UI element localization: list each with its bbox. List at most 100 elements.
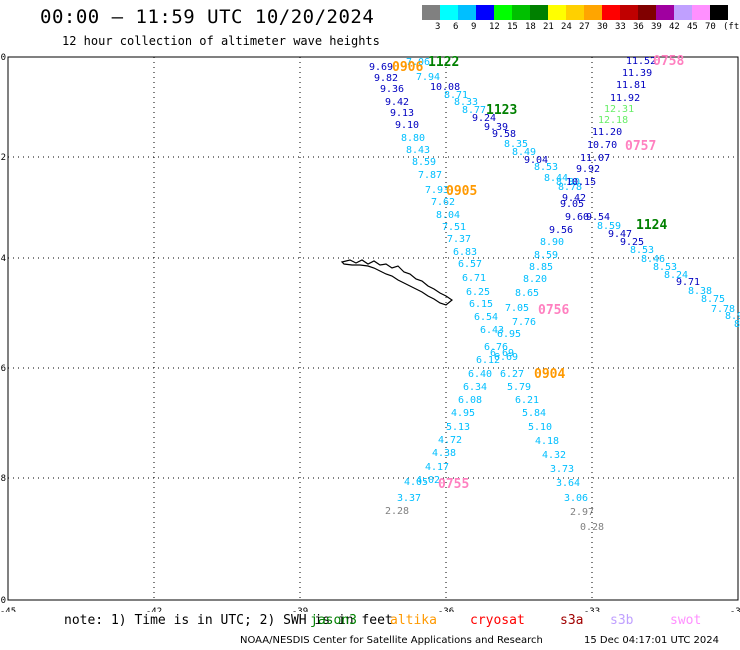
wave-height-label: 8.78: [558, 182, 582, 193]
scale-swatch: [584, 5, 602, 20]
scale-swatch: [692, 5, 710, 20]
wave-height-label: 8.65: [515, 288, 539, 299]
footer-credit: NOAA/NESDIS Center for Satellite Applica…: [240, 635, 543, 646]
scale-swatch: [710, 5, 728, 20]
wave-height-label: 9.47: [608, 229, 632, 240]
wave-height-label: 2.28: [385, 506, 409, 517]
wave-height-label: 5.84: [522, 408, 546, 419]
scale-tick-label: 9: [471, 22, 477, 32]
wave-height-label: 8.9: [725, 311, 740, 322]
lon-label: -45: [0, 607, 16, 612]
wave-height-label: 8.59: [597, 221, 621, 232]
pass-time-label: 1123: [486, 103, 517, 118]
wave-height-label: 8.44: [544, 173, 568, 184]
wave-height-label: 9.60: [565, 212, 589, 223]
wave-height-label: 6.76: [484, 342, 508, 353]
wave-height-label: 8.43: [406, 145, 430, 156]
wave-height-label: 8.53: [534, 162, 558, 173]
wave-height-label: 8: [734, 319, 740, 330]
wave-height-label: 4.18: [535, 436, 559, 447]
wave-height-label: 6.21: [515, 395, 539, 406]
wave-height-label: 10.70: [587, 140, 617, 151]
wave-height-label: 8.24: [664, 270, 688, 281]
wave-height-label: 9.42: [562, 193, 586, 204]
map-frame: [7, 56, 739, 601]
map-area: -45 -42 -39 -36 -33 -30 -50 -52 -54 -56 -58 -60 7.06…: [0, 53, 740, 612]
wave-height-label: 8.33: [454, 97, 478, 108]
wave-height-label: 9.71: [676, 277, 700, 288]
scale-tick-label: 15: [507, 22, 518, 32]
wave-height-label: 7.37: [447, 234, 471, 245]
wave-height-label: 4.38: [432, 448, 456, 459]
page-title: 00:00 – 11:59 UTC 10/20/2024: [40, 6, 375, 28]
scale-swatch: [530, 5, 548, 20]
wave-height-label: 6.69: [494, 352, 518, 363]
wave-height-label: 6.25: [466, 287, 490, 298]
scale-swatch: [674, 5, 692, 20]
mission-s3a: s3a: [560, 613, 584, 628]
scale-swatch: [422, 5, 440, 20]
lat-label: -56: [0, 364, 6, 374]
wave-height-label: 9.36: [380, 84, 404, 95]
lat-label: -58: [0, 474, 6, 484]
wave-height-label: 12.18: [598, 115, 628, 126]
scale-tick-label: 3: [435, 22, 441, 32]
wave-height-label: 9.58: [492, 129, 516, 140]
wave-height-label: 6.54: [474, 312, 498, 323]
scale-tick-label: (ft): [723, 22, 740, 32]
wave-height-label: 4.32: [542, 450, 566, 461]
wave-height-label: 5.79: [507, 382, 531, 393]
wave-height-label: 10.15: [566, 177, 596, 188]
scale-swatch: [458, 5, 476, 20]
scale-tick-label: 45: [687, 22, 698, 32]
wave-height-label: 6.95: [497, 329, 521, 340]
wave-height-label: 6.57: [458, 259, 482, 270]
wave-height-label: 6.43: [480, 325, 504, 336]
wave-height-label: 9.24: [472, 113, 496, 124]
wave-height-label: 8.90: [540, 237, 564, 248]
wave-height-label: 8.35: [504, 139, 528, 150]
wave-height-label: 6.71: [462, 273, 486, 284]
wave-height-label: 7.78: [711, 304, 735, 315]
wave-height-label: 11.81: [616, 80, 646, 91]
scale-swatch: [620, 5, 638, 20]
wave-height-label: 3.64: [556, 478, 580, 489]
wave-height-label: 8.53: [630, 245, 654, 256]
wave-height-labels: 7.069.699.82 7.949.36 10.088.719.42 8.338.7…: [369, 56, 740, 533]
wave-height-label: 8.80: [401, 133, 425, 144]
wave-height-label: 12.31: [604, 104, 634, 115]
scale-swatch: [476, 5, 494, 20]
scale-tick-label: 12: [489, 22, 500, 32]
scale-tick-label: 36: [633, 22, 644, 32]
wave-height-label: 6.15: [469, 299, 493, 310]
wave-height-label: 8.77: [462, 105, 486, 116]
wave-height-label: 7.93: [425, 185, 449, 196]
wave-height-label: 6.27: [500, 369, 524, 380]
wave-height-label: 4.95: [451, 408, 475, 419]
wave-height-label: 10.08: [430, 82, 460, 93]
wave-height-label: 4.72: [438, 435, 462, 446]
wave-height-label: 8.75: [701, 294, 725, 305]
wave-height-label: 7.05: [505, 303, 529, 314]
scale-swatch: [548, 5, 566, 20]
wave-height-label: 9.10: [395, 120, 419, 131]
lat-label: -52: [0, 153, 6, 163]
wave-height-label: 9.13: [390, 108, 414, 119]
scale-tick-label: 24: [561, 22, 572, 32]
wave-height-label: 6.40: [468, 369, 492, 380]
wave-height-label: 2.97: [570, 507, 594, 518]
lon-label: -39: [292, 607, 308, 612]
scale-tick-label: 21: [543, 22, 554, 32]
wave-height-label: 7.87: [418, 170, 442, 181]
wave-height-label: 7.06: [406, 57, 430, 68]
wave-height-label: 4.17: [425, 462, 449, 473]
footer-timestamp: 15 Dec 04:17:01 UTC 2024: [584, 635, 719, 646]
scale-tick-label: 27: [579, 22, 590, 32]
scale-swatch: [656, 5, 674, 20]
pass-time-label: 0756: [538, 303, 569, 318]
pass-time-label: 0757: [625, 139, 656, 154]
lat-label: -60: [0, 596, 6, 606]
wave-height-label: 7.51: [442, 222, 466, 233]
scale-swatch: [494, 5, 512, 20]
pass-time-label: 0904: [534, 367, 565, 382]
